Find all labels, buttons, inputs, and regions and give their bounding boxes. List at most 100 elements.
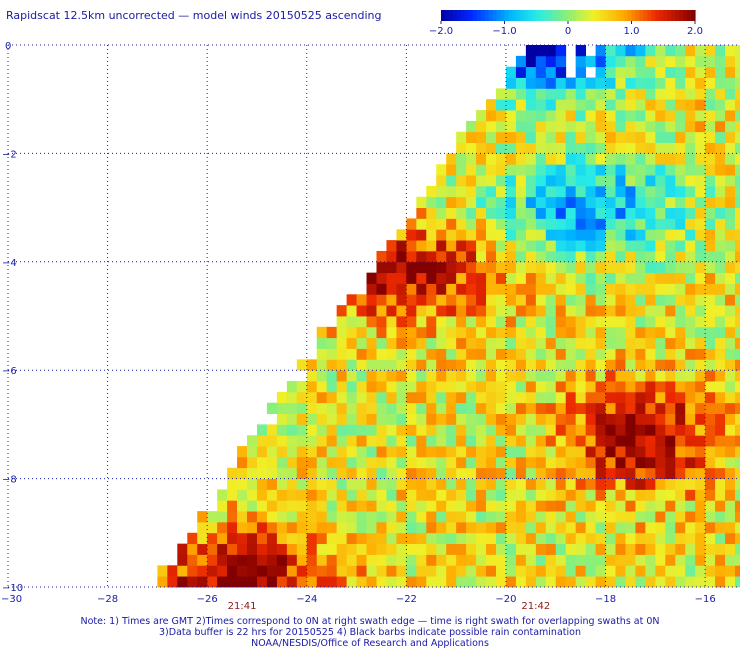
heatmap-cell [326,554,338,566]
heatmap-cell [296,381,308,393]
colorbar-segment [683,10,688,21]
heatmap-cell [356,413,367,425]
heatmap-cell [545,381,557,393]
heatmap-cell [376,456,387,469]
heatmap-cell [565,337,577,349]
heatmap-cell [356,543,367,555]
heatmap-cell [346,500,357,512]
heatmap-cell [625,391,636,404]
heatmap-cell [555,99,567,111]
heatmap-cell [735,196,740,208]
heatmap-cell [575,283,587,295]
heatmap-cell [585,88,596,100]
heatmap-cell [735,576,740,588]
heatmap-cell [515,120,527,133]
heatmap-cell [237,554,248,566]
heatmap-cell [665,532,676,545]
heatmap-cell [426,565,437,577]
heatmap-cell [525,66,537,78]
colorbar-segment [524,10,529,21]
heatmap-cell [545,326,557,339]
heatmap-cell [436,381,447,393]
heatmap-cell [515,413,527,425]
heatmap-cell [486,521,497,534]
colorbar-segment [556,10,561,21]
heatmap-cell [665,55,676,68]
heatmap-cell [496,554,507,566]
heatmap-cell [496,391,507,404]
heatmap-cell [595,218,606,230]
heatmap-cell [665,543,676,555]
heatmap-cell [695,110,706,122]
heatmap-cell [406,489,417,501]
heatmap-cell [555,413,567,425]
heatmap-cell [356,294,367,306]
heatmap-cell [585,185,596,198]
heatmap-cell [595,326,606,339]
heatmap-cell [456,424,467,436]
heatmap-cell [685,446,696,458]
heatmap-cell [436,489,447,501]
colorbar-segment [476,10,482,21]
heatmap-cell [286,467,298,479]
heatmap-cell [535,370,547,382]
heatmap-cell [525,456,537,469]
heatmap-cell [227,467,238,479]
heatmap-cell [476,359,487,371]
heatmap-cell [366,500,377,512]
heatmap-cell [685,185,696,198]
heatmap-cell [316,370,328,382]
heatmap-cell [426,554,437,566]
heatmap-cell [705,326,716,339]
heatmap-cell [416,294,427,306]
heatmap-cell [735,283,740,295]
heatmap-cell [545,218,557,230]
colorbar-segment [623,10,629,21]
heatmap-cell [496,576,507,588]
heatmap-cell [735,446,740,458]
colorbar-segment [560,10,565,21]
heatmap-cell [396,337,407,349]
heatmap-cell [585,294,596,306]
heatmap-cell [655,66,666,78]
heatmap-cell [466,175,477,187]
heatmap-cell [316,576,328,588]
heatmap-cell [605,164,616,176]
heatmap-cell [725,511,736,523]
heatmap-cell [655,88,666,100]
heatmap-cell [227,565,238,577]
heatmap-cell [605,456,616,469]
heatmap-cell [645,402,656,414]
heatmap-cell [695,381,706,393]
heatmap-cell [446,348,457,360]
heatmap-cell [256,500,268,512]
heatmap-cell [446,446,457,458]
heatmap-cell [625,131,636,143]
heatmap-cell [605,175,616,187]
heatmap-cell [595,413,606,425]
heatmap-cell [725,88,736,100]
heatmap-cell [276,489,288,501]
heatmap-cell [545,142,557,154]
heatmap-cell [535,88,547,100]
heatmap-cell [486,467,497,479]
heatmap-cell [555,446,567,458]
heatmap-cell [416,435,427,447]
heatmap-cell [725,489,736,501]
heatmap-cell [376,446,387,458]
heatmap-cell [685,55,696,68]
heatmap-cell [336,402,348,414]
heatmap-cell [535,229,547,241]
heatmap-cell [505,370,517,382]
heatmap-cell [605,272,616,284]
colorbar-label: −1.0 [492,26,516,37]
heatmap-cell [665,521,676,534]
heatmap-cell [366,576,377,588]
heatmap-cell [525,521,537,534]
heatmap-cell [446,500,457,512]
heatmap-cell [695,305,706,317]
heatmap-cell [625,99,636,111]
heatmap-cell [615,532,626,545]
heatmap-cell [446,229,457,241]
